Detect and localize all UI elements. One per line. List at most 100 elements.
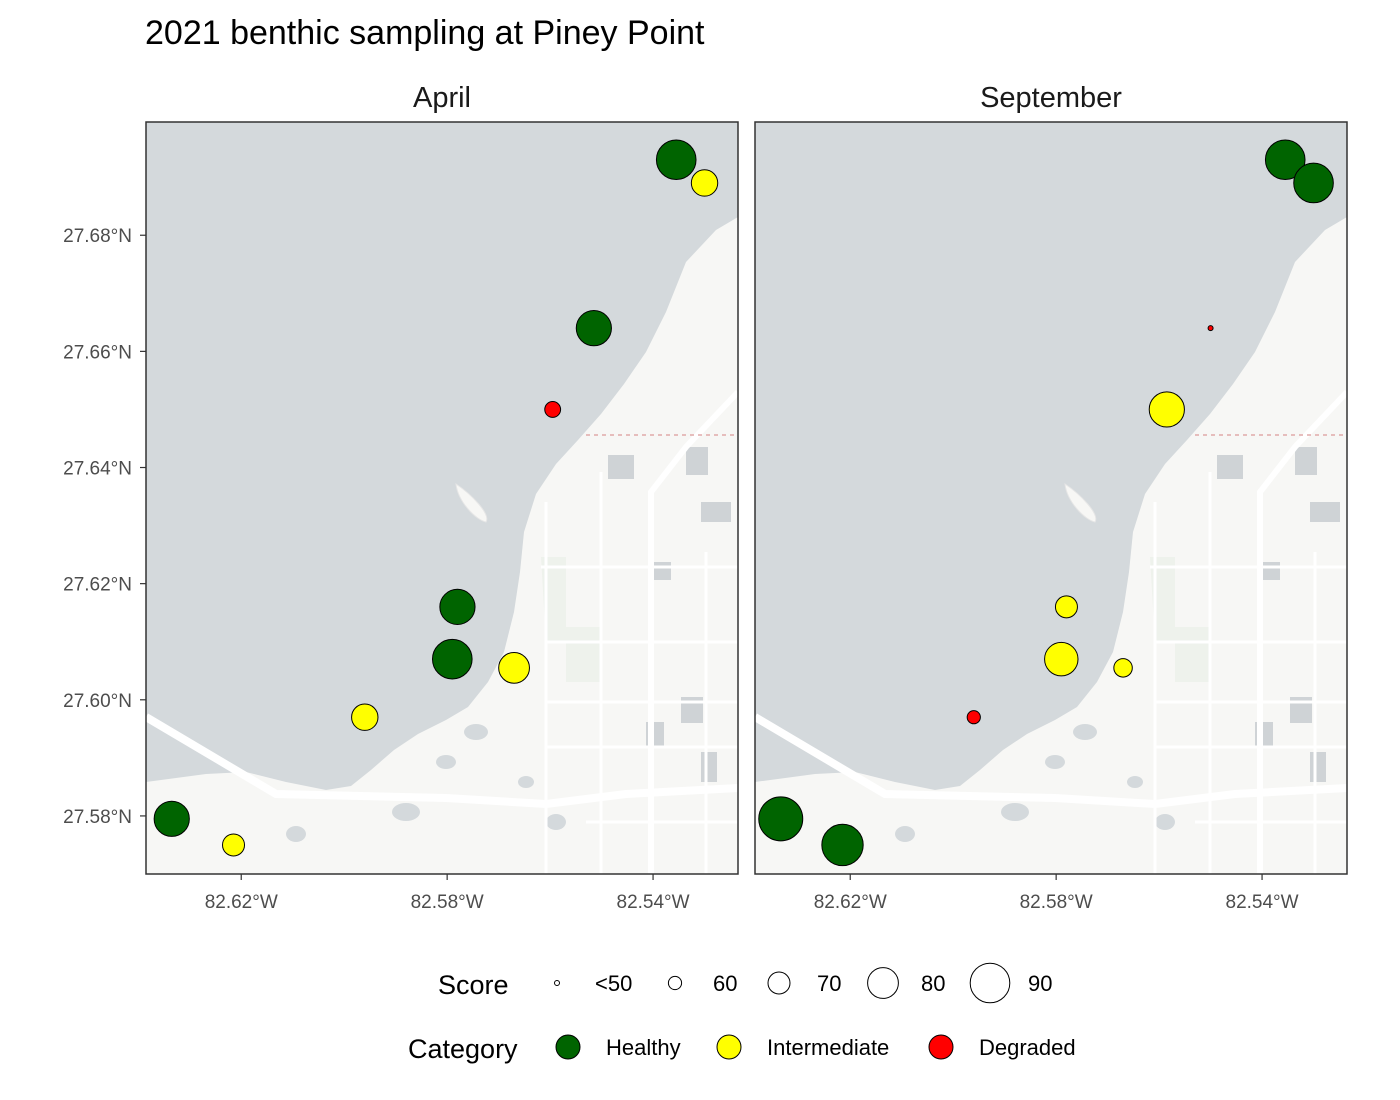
legend-score-label: 90 bbox=[1028, 971, 1052, 996]
stations-april bbox=[153, 139, 719, 857]
lake bbox=[470, 624, 502, 644]
basemap-april bbox=[143, 122, 741, 874]
y-tick-label: 27.58°N bbox=[63, 807, 132, 828]
legend-score-key bbox=[554, 980, 560, 986]
station-point-intermediate bbox=[222, 833, 246, 857]
legend-score-label: 60 bbox=[713, 971, 737, 996]
y-tick-label: 27.60°N bbox=[63, 691, 132, 712]
lake bbox=[1073, 724, 1097, 740]
lake bbox=[546, 814, 566, 830]
land-area bbox=[146, 217, 738, 874]
station-point-intermediate bbox=[1148, 391, 1185, 428]
y-tick-label: 27.64°N bbox=[63, 459, 132, 480]
y-tick-label: 27.68°N bbox=[63, 226, 132, 247]
lake bbox=[1001, 803, 1029, 821]
y-axis: 27.58°N 27.60°N 27.62°N 27.64°N 27.66°N 27.68… bbox=[63, 226, 146, 828]
highway-road bbox=[752, 713, 1348, 809]
y-tick-label: 27.66°N bbox=[63, 342, 132, 363]
park-area bbox=[566, 627, 601, 682]
y-tick-label: 27.62°N bbox=[63, 575, 132, 596]
station-point-degraded bbox=[1207, 325, 1214, 332]
stations-september bbox=[758, 139, 1334, 867]
station-point-healthy bbox=[431, 638, 473, 680]
panel-border-april bbox=[145, 121, 739, 875]
highway-road bbox=[143, 713, 739, 809]
building bbox=[686, 447, 708, 475]
legend-score-label: <50 bbox=[595, 971, 632, 996]
lake bbox=[1127, 776, 1143, 788]
station-point-healthy bbox=[821, 823, 864, 867]
panel-border-september bbox=[754, 121, 1348, 875]
station-point-healthy bbox=[153, 800, 190, 837]
legend-score-key bbox=[969, 962, 1011, 1004]
station-point-intermediate bbox=[351, 703, 379, 731]
lake bbox=[518, 776, 534, 788]
x-tick-label: 82.54°W bbox=[1226, 892, 1299, 913]
park-area bbox=[1175, 627, 1210, 682]
panel-september: September 82.62°W 82.58°W 82.54°W bbox=[752, 82, 1350, 913]
building bbox=[1217, 455, 1243, 479]
lake bbox=[1155, 814, 1175, 830]
station-point-degraded bbox=[544, 401, 562, 418]
building bbox=[701, 502, 731, 522]
building bbox=[608, 455, 634, 479]
legend-score-items: <50 60 70 80 90 bbox=[554, 962, 1052, 1004]
building bbox=[1295, 447, 1317, 475]
legend-category-items: Healthy Intermediate Degraded bbox=[555, 1034, 1076, 1060]
station-point-degraded bbox=[966, 710, 981, 725]
facet-label-september: September bbox=[980, 82, 1122, 114]
lake bbox=[895, 826, 915, 842]
station-point-healthy bbox=[758, 796, 804, 842]
station-point-intermediate bbox=[1113, 658, 1133, 678]
legend-category-key-intermediate bbox=[716, 1034, 742, 1060]
x-axis-april: 82.62°W 82.58°W 82.54°W bbox=[205, 874, 690, 913]
lake bbox=[286, 826, 306, 842]
building bbox=[1310, 752, 1326, 782]
basemap-september bbox=[752, 122, 1350, 874]
land-area bbox=[755, 217, 1347, 874]
x-tick-label: 82.62°W bbox=[205, 892, 278, 913]
legend-score-label: 70 bbox=[817, 971, 841, 996]
station-point-healthy bbox=[575, 310, 612, 347]
legend-category-label: Intermediate bbox=[767, 1035, 889, 1060]
station-point-intermediate bbox=[690, 169, 719, 197]
building bbox=[1310, 502, 1340, 522]
station-point-healthy bbox=[1264, 139, 1306, 181]
lake bbox=[464, 724, 488, 740]
legend-category-title: Category bbox=[408, 1034, 518, 1064]
lake bbox=[436, 755, 456, 769]
station-point-healthy bbox=[655, 139, 697, 181]
island bbox=[455, 482, 488, 523]
main-road bbox=[648, 389, 741, 874]
facet-label-april: April bbox=[413, 82, 471, 114]
legend-score-label: 80 bbox=[921, 971, 945, 996]
panel-april: April 82.62°W 82.58°W 82.54°W bbox=[143, 82, 741, 913]
legend-category-label: Degraded bbox=[979, 1035, 1076, 1060]
legend-score-key bbox=[667, 975, 683, 991]
x-axis-september: 82.62°W 82.58°W 82.54°W bbox=[814, 874, 1299, 913]
station-point-intermediate bbox=[498, 651, 530, 684]
lake bbox=[392, 803, 420, 821]
station-point-intermediate bbox=[1054, 595, 1078, 619]
legend: Score <50 60 70 80 90 Category Healthy Interm… bbox=[408, 962, 1076, 1064]
x-tick-label: 82.58°W bbox=[1020, 892, 1093, 913]
station-point-intermediate bbox=[1044, 641, 1079, 677]
station-point-healthy bbox=[439, 588, 476, 625]
x-tick-label: 82.62°W bbox=[814, 892, 887, 913]
x-tick-label: 82.58°W bbox=[411, 892, 484, 913]
lake bbox=[1045, 755, 1065, 769]
station-point-healthy bbox=[1293, 162, 1334, 204]
figure-title: 2021 benthic sampling at Piney Point bbox=[145, 14, 705, 52]
lake bbox=[1079, 624, 1111, 644]
legend-score-key bbox=[767, 971, 791, 995]
x-tick-label: 82.54°W bbox=[617, 892, 690, 913]
legend-score-key bbox=[867, 967, 899, 999]
main-road bbox=[1257, 389, 1350, 874]
legend-category-label: Healthy bbox=[606, 1035, 681, 1060]
legend-score-title: Score bbox=[438, 970, 509, 1000]
island bbox=[1064, 482, 1097, 523]
legend-category-key-degraded bbox=[928, 1034, 954, 1060]
building bbox=[701, 752, 717, 782]
